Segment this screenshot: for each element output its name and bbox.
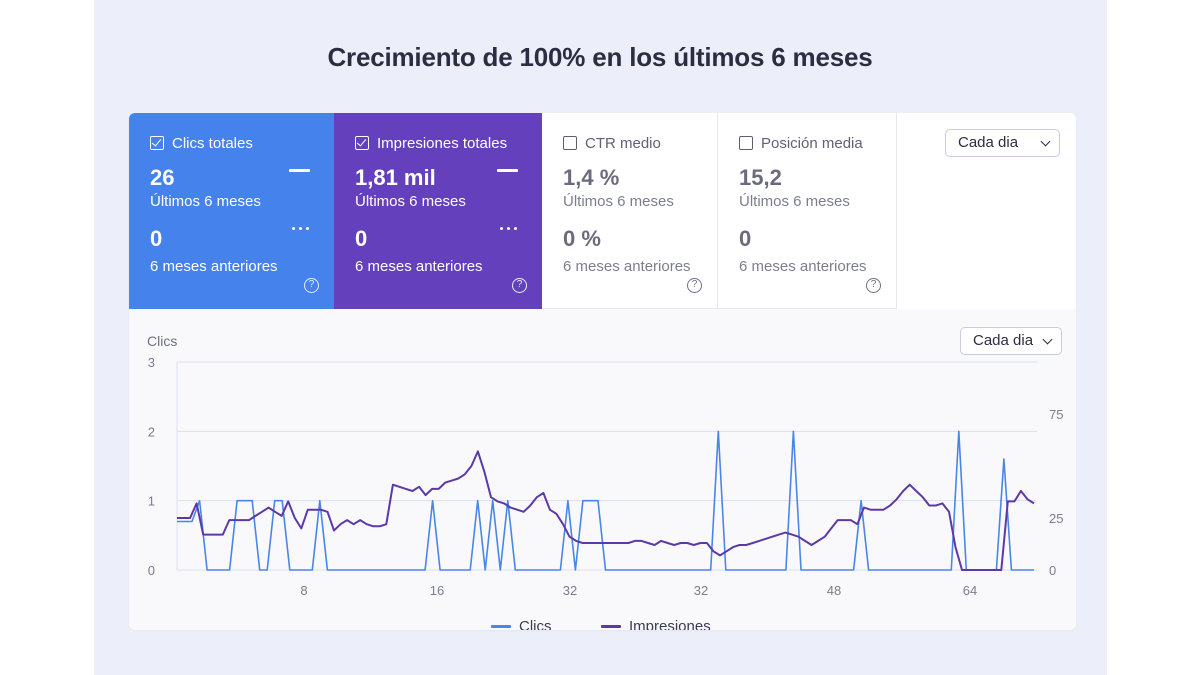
metric-impresiones-totales[interactable]: Impresiones totales 1,81 mil Últimos 6 m… [334, 113, 542, 309]
metric-prev-period: 6 meses anteriores [150, 258, 278, 275]
dashed-line-legend-icon [498, 227, 520, 230]
legend-item-clics[interactable]: Clics [491, 618, 552, 630]
metric-ctr-medio[interactable]: CTR medio 1,4 % Últimos 6 meses 0 % 6 me… [542, 113, 718, 309]
solid-line-legend-icon [289, 169, 310, 172]
metric-value: 15,2 [739, 165, 782, 190]
dropdown-label: Cada dia [958, 134, 1019, 151]
y-tick-label-left: 1 [148, 494, 155, 509]
help-icon[interactable]: ? [866, 278, 881, 293]
chevron-down-icon [1042, 334, 1053, 345]
legend-swatch-clics [491, 625, 511, 628]
y-tick-label-left: 3 [148, 355, 155, 370]
metric-value: 1,81 mil [355, 165, 436, 190]
metric-period: Últimos 6 meses [563, 193, 674, 210]
dashed-line-legend-icon [290, 227, 312, 230]
dropdown-label: Cada dia [973, 332, 1034, 349]
metric-prev-value: 0 % [563, 226, 601, 251]
legend-item-impresiones[interactable]: Impresiones [601, 618, 711, 630]
y-tick-label-right: 0 [1049, 563, 1056, 578]
metric-period: Últimos 6 meses [739, 193, 850, 210]
checkbox-unchecked-icon[interactable] [563, 136, 577, 150]
metric-label: Clics totales [172, 134, 253, 152]
checkbox-unchecked-icon[interactable] [739, 136, 753, 150]
help-icon[interactable]: ? [304, 278, 319, 293]
x-tick-label: 48 [827, 583, 841, 598]
series-line-impresiones [177, 450, 1035, 571]
chart-granularity-dropdown[interactable]: Cada dia [960, 327, 1062, 355]
legend-label: Impresiones [629, 618, 711, 630]
y-tick-label-right: 75 [1049, 407, 1063, 422]
metric-prev-value: 0 [355, 226, 368, 251]
x-tick-label: 64 [963, 583, 977, 598]
metric-period: Últimos 6 meses [355, 193, 466, 210]
metric-prev-period: 6 meses anteriores [355, 258, 483, 275]
metric-value: 26 [150, 165, 175, 190]
granularity-dropdown[interactable]: Cada dia [945, 129, 1060, 157]
series-line-clics [177, 430, 1034, 571]
metric-prev-value: 0 [150, 226, 163, 251]
metric-prev-value: 0 [739, 226, 752, 251]
metric-posicion-media[interactable]: Posición media 15,2 Últimos 6 meses 0 6 … [718, 113, 897, 309]
x-tick-label: 16 [430, 583, 444, 598]
legend-label: Clics [519, 618, 552, 630]
metric-period: Últimos 6 meses [150, 193, 261, 210]
metric-label: Posición media [761, 134, 863, 152]
help-icon[interactable]: ? [512, 278, 527, 293]
chevron-down-icon [1040, 136, 1051, 147]
y-tick-label-left: 0 [148, 563, 155, 578]
help-icon[interactable]: ? [687, 278, 702, 293]
x-tick-label: 8 [300, 583, 307, 598]
metric-value: 1,4 % [563, 165, 620, 190]
y-tick-label-right: 25 [1049, 511, 1063, 526]
metric-label: Impresiones totales [377, 134, 508, 152]
x-tick-label: 32 [563, 583, 577, 598]
line-chart: Clics 0 1 2 3 0 25 75 8 16 32 32 48 64 [147, 333, 1063, 598]
metric-label: CTR medio [585, 134, 661, 152]
legend-swatch-impresiones [601, 625, 621, 628]
page-title: Crecimiento de 100% en los últimos 6 mes… [327, 42, 873, 72]
checkbox-checked-icon[interactable] [150, 136, 164, 150]
metric-prev-period: 6 meses anteriores [563, 258, 691, 275]
chart-area: Clics 0 1 2 3 0 25 75 8 16 32 32 48 64 Cada dia Clics… [129, 309, 1076, 630]
metric-prev-period: 6 meses anteriores [739, 258, 867, 275]
performance-card: Clics totales 26 Últimos 6 meses 0 6 mes… [129, 113, 1076, 630]
y-tick-label-left: 2 [148, 424, 155, 439]
solid-line-legend-icon [497, 169, 518, 172]
x-tick-label: 32 [694, 583, 708, 598]
checkbox-checked-icon[interactable] [355, 136, 369, 150]
metric-clics-totales[interactable]: Clics totales 26 Últimos 6 meses 0 6 mes… [129, 113, 334, 309]
y-axis-label: Clics [147, 333, 177, 349]
